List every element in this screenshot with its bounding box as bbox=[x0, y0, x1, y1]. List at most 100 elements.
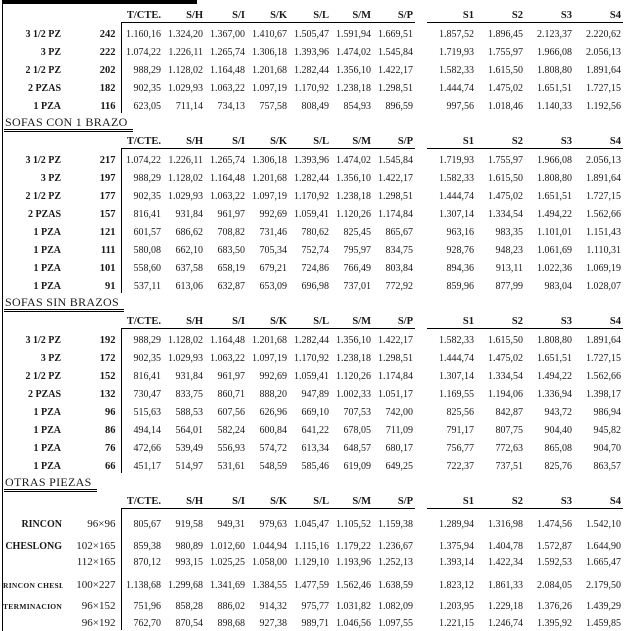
row-label: 2 1/2 PZ bbox=[25, 65, 61, 76]
price-cell: 1.221,15 bbox=[439, 618, 474, 629]
table-row: 1 PZA 91 537,11 613,06 632,87 653,09 696,98 737… bbox=[3, 275, 623, 293]
price-cell: 1.201,68 bbox=[252, 173, 287, 184]
row-label-cell: 2 PZAS bbox=[3, 203, 63, 221]
section-title: SOFAS SIN BRAZOS bbox=[4, 295, 124, 312]
price-cell: 1.282,44 bbox=[294, 65, 329, 76]
price-cell: 943,72 bbox=[544, 407, 573, 418]
price-cell: 1.891,64 bbox=[586, 173, 621, 184]
price-cell: 585,46 bbox=[301, 461, 330, 472]
price-cell: 2.056,13 bbox=[586, 47, 621, 58]
price-cell: 1.410,67 bbox=[252, 29, 287, 40]
price-cell: 780,62 bbox=[301, 227, 330, 238]
price-cell: 1.422,17 bbox=[378, 65, 413, 76]
column-header: T/CTE. bbox=[121, 490, 163, 509]
price-cell: 1.265,74 bbox=[210, 155, 245, 166]
column-header: S1 bbox=[427, 130, 476, 149]
price-cell: 1.808,80 bbox=[537, 335, 572, 346]
price-cell: 1.719,93 bbox=[439, 155, 474, 166]
price-cell: 2.220,62 bbox=[586, 29, 621, 40]
price-cell: 766,49 bbox=[343, 263, 372, 274]
price-cell: 731,46 bbox=[259, 227, 288, 238]
price-cell: 1.665,47 bbox=[586, 557, 621, 568]
price-cell: 919,58 bbox=[175, 519, 204, 530]
price-cell: 1.069,19 bbox=[586, 263, 621, 274]
price-cell: 2.084,05 bbox=[537, 580, 572, 591]
row-label: RINCON bbox=[21, 519, 62, 530]
price-cell: 1.966,08 bbox=[537, 47, 572, 58]
price-cell: 1.029,93 bbox=[168, 191, 203, 202]
column-header: S/H bbox=[163, 490, 205, 509]
price-cell: 1.299,68 bbox=[168, 580, 203, 591]
row-label: 1 PZA bbox=[33, 425, 62, 436]
price-cell: 1.384,55 bbox=[252, 580, 287, 591]
price-cell: 1.044,94 bbox=[252, 541, 287, 552]
price-cell: 1.170,92 bbox=[294, 83, 329, 94]
price-cell: 564,01 bbox=[175, 425, 204, 436]
price-cell: 1.545,84 bbox=[378, 47, 413, 58]
price-cell: 558,60 bbox=[133, 263, 162, 274]
price-cell: 1.059,41 bbox=[294, 209, 329, 220]
row-size: 116 bbox=[63, 95, 122, 113]
column-header: S4 bbox=[574, 310, 623, 329]
price-cell: 756,77 bbox=[446, 443, 475, 454]
table-row: 2 1/2 PZ 202 988,29 1.128,02 1.164,48 1.201,6… bbox=[3, 59, 623, 77]
row-label: CHESLONG bbox=[5, 541, 62, 552]
price-cell: 1.097,19 bbox=[252, 353, 287, 364]
price-cell: 1.808,80 bbox=[537, 173, 572, 184]
column-header: S4 bbox=[574, 0, 623, 23]
header-label-spacer bbox=[3, 310, 63, 329]
table-row: 1 PZA 66 451,17 514,97 531,61 548,59 585,46 619… bbox=[3, 455, 623, 473]
table-row: RINCON CHESL. 100×227 1.138,68 1.299,68 1.34… bbox=[3, 569, 623, 592]
price-cell: 623,05 bbox=[133, 101, 162, 112]
price-cell: 858,28 bbox=[175, 601, 204, 612]
price-cell: 1.246,74 bbox=[488, 618, 523, 629]
price-cell: 1.474,56 bbox=[537, 519, 572, 530]
price-cell: 1.669,51 bbox=[378, 29, 413, 40]
row-label-cell: 1 PZA bbox=[3, 239, 63, 257]
price-cell: 1.891,64 bbox=[586, 335, 621, 346]
price-cell: 696,98 bbox=[301, 281, 330, 292]
price-cell: 902,35 bbox=[133, 191, 162, 202]
price-cell: 722,37 bbox=[446, 461, 475, 472]
price-cell: 931,84 bbox=[175, 209, 204, 220]
price-cell: 825,45 bbox=[343, 227, 372, 238]
row-label-cell: 1 PZA bbox=[3, 437, 63, 455]
price-cell: 1.542,10 bbox=[586, 519, 621, 530]
price-cell: 1.226,11 bbox=[168, 47, 203, 58]
column-header: S/L bbox=[289, 310, 331, 329]
row-group-gap bbox=[415, 347, 427, 365]
price-cell: 1.201,68 bbox=[252, 65, 287, 76]
price-cell: 537,11 bbox=[133, 281, 161, 292]
price-cell: 988,29 bbox=[133, 173, 162, 184]
price-cell: 1.025,25 bbox=[210, 557, 245, 568]
price-cell: 1.727,15 bbox=[586, 83, 621, 94]
price-cell: 1.494,22 bbox=[537, 371, 572, 382]
table-row: 3 PZ 172 902,35 1.029,93 1.063,22 1.097,19 1.1… bbox=[3, 347, 623, 365]
price-cell: 902,35 bbox=[133, 353, 162, 364]
price-cell: 992,69 bbox=[259, 371, 288, 382]
row-size: 111 bbox=[63, 239, 122, 257]
row-group-gap bbox=[415, 455, 427, 473]
price-cell: 1.128,02 bbox=[168, 335, 203, 346]
column-header: S/H bbox=[163, 310, 205, 329]
price-cell: 1.051,17 bbox=[378, 389, 413, 400]
column-header: S/L bbox=[289, 490, 331, 509]
price-cell: 601,57 bbox=[133, 227, 162, 238]
row-size: 96 bbox=[63, 401, 122, 419]
price-cell: 1.651,51 bbox=[537, 83, 572, 94]
row-size: 177 bbox=[63, 185, 122, 203]
row-label-cell: 2 PZAS bbox=[3, 383, 63, 401]
price-cell: 1.194,06 bbox=[488, 389, 523, 400]
price-cell: 556,93 bbox=[217, 443, 246, 454]
price-cell: 1.063,22 bbox=[210, 83, 245, 94]
row-label: 2 PZAS bbox=[27, 389, 61, 400]
table-row: 112×165 870,12 993,15 1.025,25 1.058,00 1.129… bbox=[3, 553, 623, 569]
table-row: 1 PZA 86 494,14 564,01 582,24 600,84 641,22 678… bbox=[3, 419, 623, 437]
price-cell: 859,96 bbox=[446, 281, 475, 292]
row-size: 197 bbox=[63, 167, 122, 185]
row-size: 222 bbox=[63, 41, 122, 59]
price-cell: 582,24 bbox=[217, 425, 246, 436]
price-cell: 1.615,50 bbox=[488, 65, 523, 76]
